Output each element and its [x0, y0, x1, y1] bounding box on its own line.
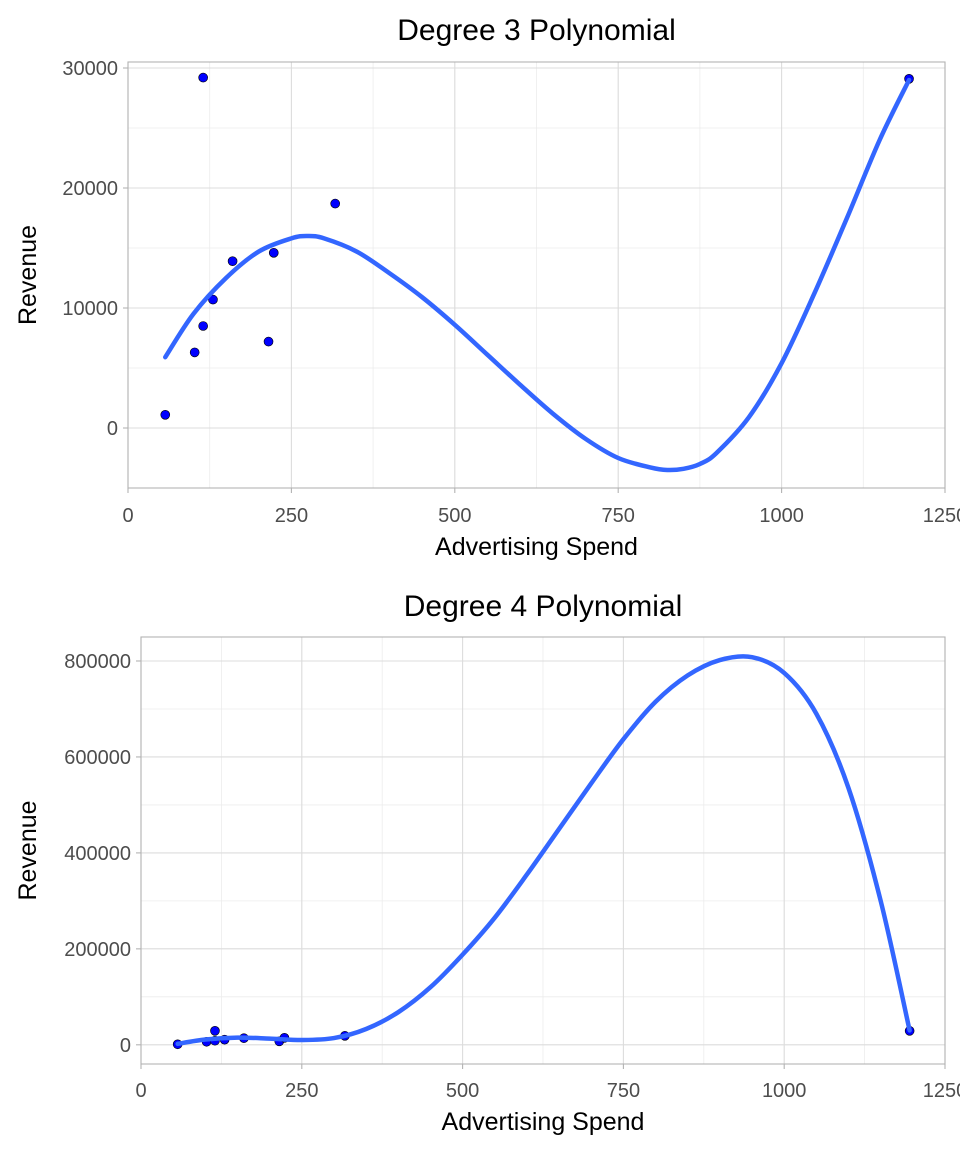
x-tick-label: 1000	[762, 1080, 807, 1102]
x-tick-label: 250	[285, 1080, 318, 1102]
y-axis-title: Revenue	[14, 225, 42, 325]
x-tick-label: 0	[122, 505, 133, 527]
x-axis-title: Advertising Spend	[442, 1108, 645, 1136]
data-point	[227, 256, 238, 267]
y-tick-label: 10000	[62, 298, 118, 320]
y-tick-label: 0	[107, 418, 118, 440]
fit-line	[175, 654, 912, 1047]
x-tick-label: 1000	[759, 505, 804, 527]
fit-line	[163, 77, 912, 473]
data-point	[210, 1025, 220, 1036]
y-tick-label: 800000	[64, 651, 131, 673]
data-point	[330, 198, 340, 209]
panel-border	[127, 61, 946, 489]
data-point	[198, 321, 208, 331]
y-tick-label: 400000	[64, 843, 131, 865]
data-point	[208, 294, 218, 305]
data-point	[160, 409, 171, 420]
y-tick-label: 20000	[62, 178, 118, 200]
data-point	[189, 347, 200, 358]
chart-title: Degree 4 Polynomial	[404, 590, 682, 623]
x-tick-label: 750	[602, 505, 635, 527]
x-tick-label: 750	[607, 1080, 640, 1102]
x-tick-label: 500	[446, 1080, 479, 1102]
x-tick-label: 250	[275, 505, 308, 527]
chart-title: Degree 3 Polynomial	[397, 14, 675, 47]
y-axis-title: Revenue	[14, 800, 42, 900]
data-point	[263, 336, 274, 347]
y-tick-label: 30000	[62, 58, 118, 80]
data-point	[268, 248, 279, 258]
x-tick-label: 0	[135, 1080, 146, 1102]
x-axis-title: Advertising Spend	[435, 533, 638, 561]
y-tick-label: 200000	[64, 939, 131, 961]
y-tick-label: 600000	[64, 747, 131, 769]
data-point	[198, 72, 208, 83]
y-tick-label: 0	[120, 1035, 131, 1057]
x-tick-label: 500	[438, 505, 471, 527]
panel-border	[140, 636, 946, 1065]
